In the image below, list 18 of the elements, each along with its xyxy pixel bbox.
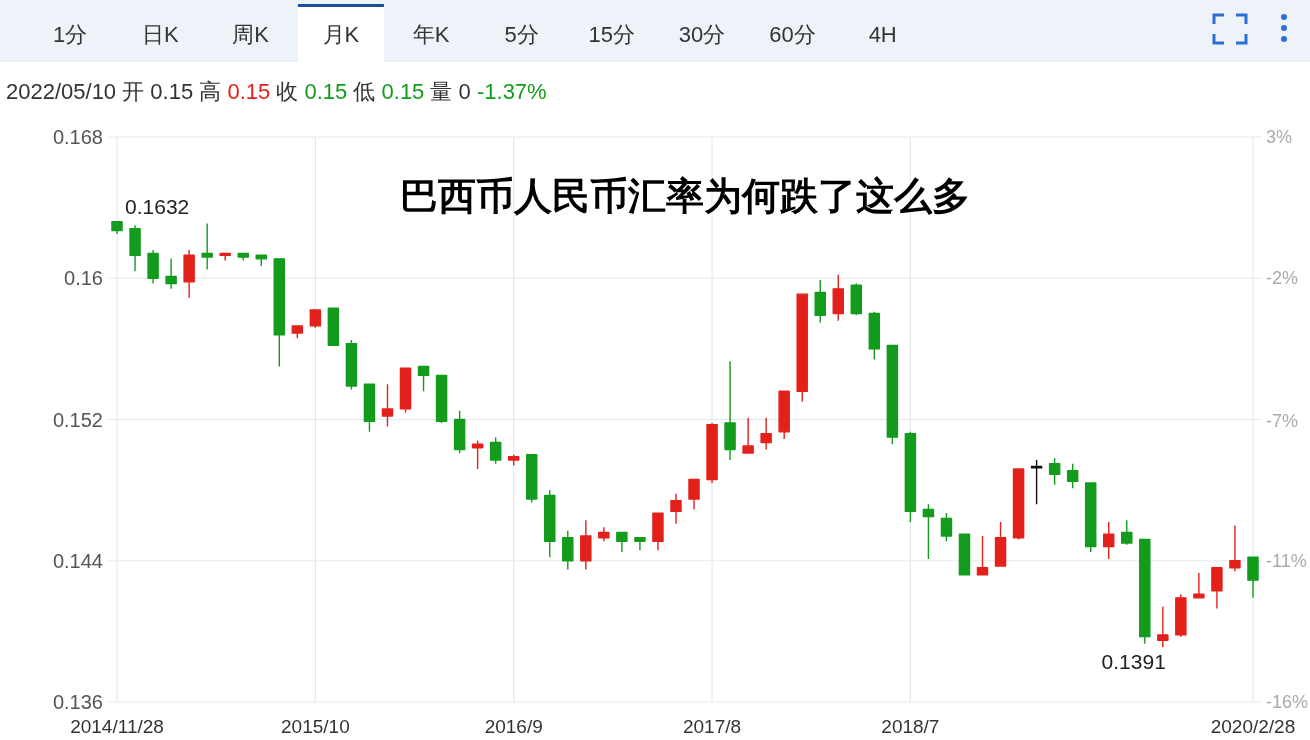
x-tick: 2020/2/28 (1210, 715, 1296, 737)
x-tick: 2018/7 (881, 715, 940, 737)
x-tick: 2014/11/28 (70, 715, 164, 737)
y-tick: 0.16 (64, 267, 103, 290)
subtitle: 2022/05/10 开 0.15 高 0.15 收 0.15 低 0.15 量 0 -1.37% (6, 78, 547, 104)
y-tick: 0.152 (52, 408, 103, 431)
title: 巴西币人民币汇率为何跌了这么多 (400, 175, 970, 217)
x-tick: 2015/10 (281, 715, 350, 737)
y-tick: 0.136 (52, 691, 103, 713)
y2-tick: -11% (1266, 551, 1307, 572)
y2-tick: -2% (1266, 267, 1298, 288)
x-tick: 2016/9 (484, 715, 543, 737)
y-tick: 0.144 (52, 549, 103, 572)
y2-tick: -16% (1266, 692, 1309, 712)
y2-tick: 3% (1266, 127, 1292, 147)
y2-tick: -7% (1266, 410, 1298, 431)
y-tick: 0.168 (52, 126, 103, 148)
x-tick: 2017/8 (683, 715, 742, 737)
